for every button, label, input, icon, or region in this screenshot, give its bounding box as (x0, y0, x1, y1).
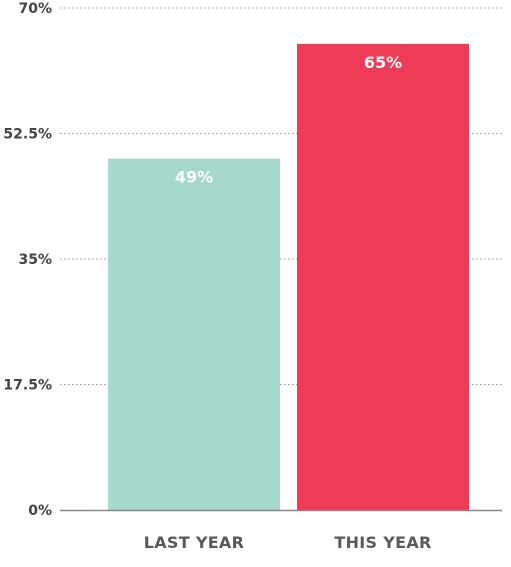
bars (108, 43, 469, 510)
y-tick-label: 35% (18, 252, 52, 268)
y-tick-label: 52.5% (3, 127, 52, 143)
y-axis-tick-labels: 0% 17.5% 35% 52.5% 70% (3, 1, 52, 519)
data-label: 49% (175, 168, 213, 187)
x-tick-label: LAST YEAR (144, 533, 245, 552)
y-tick-label: 70% (18, 1, 52, 17)
bar-this-year (297, 43, 469, 510)
x-tick-label: THIS YEAR (334, 533, 431, 552)
x-axis-tick-labels: LAST YEAR THIS YEAR (144, 533, 432, 552)
y-tick-label: 17.5% (3, 378, 52, 394)
bar-last-year (108, 158, 280, 510)
data-labels: 49% 65% (175, 53, 402, 187)
data-label: 65% (364, 53, 402, 72)
y-tick-label: 0% (28, 503, 52, 519)
